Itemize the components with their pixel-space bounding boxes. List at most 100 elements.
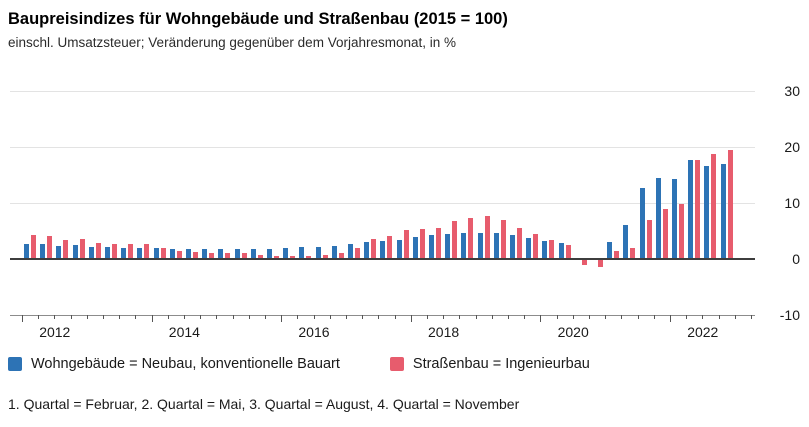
- bar-strassenbau-2022-Q2[interactable]: [695, 160, 701, 259]
- bar-strassenbau-2021-Q3[interactable]: [646, 220, 652, 259]
- bar-strassenbau-2018-Q1[interactable]: [419, 229, 425, 259]
- bar-wohngebaeude-2016-Q2[interactable]: [299, 246, 305, 259]
- bar-strassenbau-2016-Q2[interactable]: [306, 256, 312, 259]
- bar-wohngebaeude-2022-Q4[interactable]: [720, 164, 726, 259]
- bar-wohngebaeude-2015-Q3[interactable]: [250, 248, 256, 259]
- bar-wohngebaeude-2014-Q3[interactable]: [186, 249, 191, 259]
- bar-wohngebaeude-2019-Q4[interactable]: [526, 238, 532, 259]
- bar-strassenbau-2021-Q2[interactable]: [630, 247, 636, 259]
- axis-tick: [734, 315, 736, 319]
- bar-strassenbau-2015-Q2[interactable]: [241, 253, 247, 259]
- bar-wohngebaeude-2017-Q2[interactable]: [364, 242, 370, 259]
- bar-wohngebaeude-2013-Q2[interactable]: [105, 247, 110, 259]
- bar-strassenbau-2016-Q1[interactable]: [290, 256, 296, 259]
- legend-item-wohngebaeude[interactable]: Wohngebäude = Neubau, konventionelle Bau…: [8, 356, 340, 372]
- bar-wohngebaeude-2019-Q1[interactable]: [477, 233, 483, 259]
- bar-strassenbau-2015-Q1[interactable]: [225, 252, 231, 259]
- bar-strassenbau-2012-Q2[interactable]: [47, 236, 53, 259]
- bar-wohngebaeude-2021-Q1[interactable]: [607, 242, 613, 259]
- bar-strassenbau-2022-Q3[interactable]: [711, 154, 717, 259]
- bar-strassenbau-2012-Q3[interactable]: [63, 239, 69, 259]
- bar-strassenbau-2018-Q3[interactable]: [452, 220, 458, 259]
- bar-strassenbau-2014-Q4[interactable]: [209, 252, 215, 259]
- footnote: 1. Quartal = Februar, 2. Quartal = Mai, …: [8, 396, 520, 412]
- bar-wohngebaeude-2021-Q3[interactable]: [639, 188, 645, 259]
- zero-line: [10, 258, 755, 260]
- bar-wohngebaeude-2017-Q3[interactable]: [380, 241, 386, 259]
- bar-strassenbau-2017-Q1[interactable]: [355, 248, 360, 259]
- bar-wohngebaeude-2016-Q3[interactable]: [315, 246, 321, 259]
- bar-strassenbau-2021-Q4[interactable]: [662, 208, 668, 259]
- y-axis-label: 20: [784, 139, 800, 155]
- bar-wohngebaeude-2022-Q3[interactable]: [704, 166, 710, 259]
- bar-wohngebaeude-2013-Q3[interactable]: [121, 247, 127, 259]
- bar-wohngebaeude-2014-Q1[interactable]: [153, 248, 159, 259]
- bar-wohngebaeude-2017-Q1[interactable]: [348, 243, 353, 259]
- bar-strassenbau-2012-Q1[interactable]: [31, 234, 36, 259]
- bar-strassenbau-2017-Q2[interactable]: [371, 239, 377, 259]
- bar-strassenbau-2013-Q1[interactable]: [95, 242, 101, 259]
- bar-strassenbau-2014-Q2[interactable]: [176, 250, 182, 259]
- bar-wohngebaeude-2019-Q3[interactable]: [510, 235, 515, 259]
- bar-strassenbau-2014-Q3[interactable]: [193, 252, 198, 259]
- bar-strassenbau-2019-Q4[interactable]: [533, 234, 539, 259]
- bar-strassenbau-2015-Q4[interactable]: [274, 255, 279, 259]
- bar-wohngebaeude-2018-Q3[interactable]: [445, 233, 451, 259]
- bar-wohngebaeude-2012-Q4[interactable]: [72, 245, 78, 259]
- bar-strassenbau-2022-Q1[interactable]: [679, 203, 684, 259]
- bar-wohngebaeude-2021-Q2[interactable]: [623, 225, 629, 259]
- bar-strassenbau-2019-Q1[interactable]: [484, 216, 490, 259]
- bar-wohngebaeude-2020-Q1[interactable]: [542, 240, 548, 259]
- bar-wohngebaeude-2016-Q1[interactable]: [283, 248, 289, 259]
- bar-wohngebaeude-2018-Q2[interactable]: [429, 235, 434, 259]
- bar-strassenbau-2016-Q4[interactable]: [338, 252, 344, 259]
- bar-wohngebaeude-2014-Q2[interactable]: [169, 248, 175, 259]
- axis-tick: [686, 315, 688, 319]
- bar-strassenbau-2017-Q3[interactable]: [387, 236, 393, 259]
- bar-wohngebaeude-2021-Q4[interactable]: [655, 178, 661, 259]
- bar-strassenbau-2020-Q4[interactable]: [598, 259, 603, 267]
- bar-wohngebaeude-2022-Q1[interactable]: [672, 178, 677, 259]
- bar-wohngebaeude-2013-Q4[interactable]: [137, 247, 143, 259]
- bar-wohngebaeude-2015-Q1[interactable]: [218, 248, 224, 259]
- bar-wohngebaeude-2013-Q1[interactable]: [88, 246, 94, 259]
- bar-wohngebaeude-2015-Q2[interactable]: [234, 248, 240, 259]
- axis-tick: [86, 315, 88, 319]
- legend-item-strassenbau[interactable]: Straßenbau = Ingenieurbau: [389, 356, 590, 372]
- bar-wohngebaeude-2015-Q4[interactable]: [267, 249, 272, 259]
- bar-wohngebaeude-2018-Q4[interactable]: [461, 233, 467, 259]
- bar-wohngebaeude-2012-Q2[interactable]: [40, 243, 46, 259]
- bar-wohngebaeude-2014-Q4[interactable]: [202, 248, 208, 259]
- bar-wohngebaeude-2012-Q3[interactable]: [56, 245, 62, 259]
- bar-wohngebaeude-2018-Q1[interactable]: [412, 236, 418, 259]
- bar-strassenbau-2014-Q1[interactable]: [160, 247, 166, 259]
- bar-strassenbau-2018-Q2[interactable]: [436, 227, 441, 259]
- bar-wohngebaeude-2019-Q2[interactable]: [493, 233, 499, 259]
- bar-strassenbau-2022-Q4[interactable]: [727, 150, 733, 259]
- bar-strassenbau-2016-Q3[interactable]: [322, 254, 328, 259]
- bar-wohngebaeude-2022-Q2[interactable]: [688, 159, 694, 259]
- bar-wohngebaeude-2012-Q1[interactable]: [24, 243, 29, 259]
- axis-tick: [232, 315, 234, 319]
- bar-strassenbau-2020-Q2[interactable]: [565, 245, 571, 259]
- bar-strassenbau-2020-Q3[interactable]: [581, 259, 587, 266]
- bar-strassenbau-2018-Q4[interactable]: [468, 218, 474, 259]
- axis-tick: [346, 315, 347, 319]
- bar-wohngebaeude-2020-Q2[interactable]: [558, 243, 564, 259]
- bar-strassenbau-2015-Q3[interactable]: [257, 255, 263, 259]
- bar-strassenbau-2012-Q4[interactable]: [79, 239, 85, 259]
- x-axis-year-label: 2016: [298, 324, 330, 340]
- bar-strassenbau-2013-Q2[interactable]: [112, 244, 117, 259]
- bar-wohngebaeude-2017-Q4[interactable]: [396, 239, 402, 259]
- bar-strassenbau-2021-Q1[interactable]: [614, 250, 620, 259]
- bar-wohngebaeude-2016-Q4[interactable]: [331, 245, 337, 259]
- bar-strassenbau-2020-Q1[interactable]: [549, 239, 555, 259]
- axis-tick: [200, 315, 202, 319]
- legend: Wohngebäude = Neubau, konventionelle Bau…: [8, 356, 590, 372]
- bar-strassenbau-2017-Q4[interactable]: [403, 230, 409, 259]
- bar-strassenbau-2013-Q3[interactable]: [128, 244, 134, 259]
- bar-strassenbau-2013-Q4[interactable]: [144, 243, 150, 259]
- bar-strassenbau-2019-Q2[interactable]: [500, 219, 506, 259]
- legend-swatch-red: [389, 357, 404, 371]
- bar-strassenbau-2019-Q3[interactable]: [517, 228, 522, 259]
